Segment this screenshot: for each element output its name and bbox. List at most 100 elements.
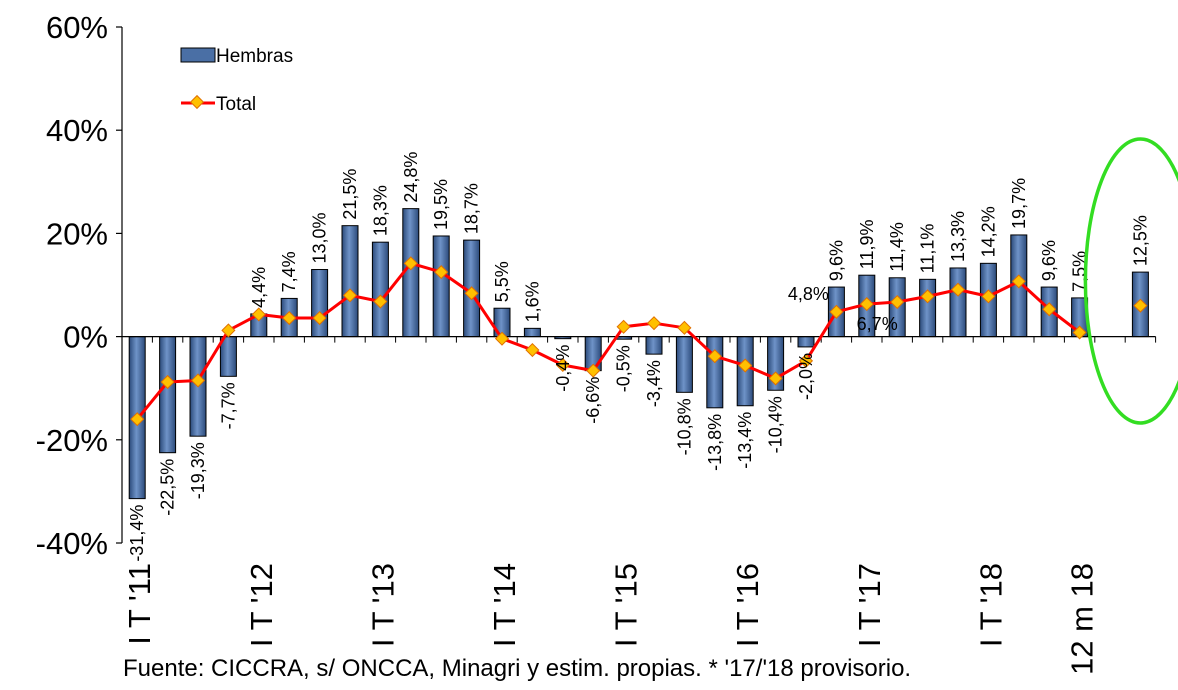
point-total: [312, 310, 327, 326]
y-tick-label: 60%: [46, 10, 108, 45]
x-tick-label: I T '14: [487, 563, 522, 647]
bar-data-label: 18,3%: [370, 185, 390, 236]
legend-label-total: Total: [216, 94, 256, 115]
bar-data-label: 5,5%: [492, 261, 512, 302]
point-total: [586, 363, 601, 378]
bar-data-label: 19,7%: [1009, 178, 1029, 229]
point-total: [798, 353, 814, 368]
x-tick-label: I T '13: [365, 563, 400, 647]
x-tick-label: I T '11: [122, 563, 157, 645]
labels-layer: -31,4% -22,5% -19,3% -7,7% 4,4% 7,4% 13,0% 21,5…: [127, 152, 1150, 562]
point-total: [707, 349, 722, 364]
point-total: [130, 412, 145, 427]
bar-hembras: [219, 336, 237, 377]
y-tick-label: -40%: [36, 526, 108, 561]
point-total: [616, 319, 631, 334]
point-total: [282, 310, 297, 326]
bar-data-label: 4,4%: [249, 267, 269, 308]
bar-data-label: 11,1%: [918, 224, 938, 274]
point-total: [890, 294, 905, 310]
axes-layer: -40% -20% 0% 20% 40% 60% I T '11 I T '12 I T '13…: [36, 10, 1157, 675]
point-total: [464, 286, 479, 301]
x-tick-label: I T '18: [973, 563, 1008, 647]
bar-hembras: [159, 336, 177, 454]
bar-data-label: 13,3%: [948, 211, 968, 262]
point-total: [1011, 274, 1026, 289]
bar-hembras: [645, 336, 663, 355]
bar-data-label: -10,4%: [766, 396, 786, 453]
point-total: [981, 289, 996, 304]
source-footnote: Fuente: CICCRA, s/ ONCCA, Minagri y esti…: [123, 655, 912, 682]
y-tick-label: 40%: [46, 113, 108, 148]
bar-data-label: 18,7%: [462, 183, 482, 234]
bar-hembras: [341, 225, 359, 338]
bar-data-label: 11,4%: [887, 222, 907, 272]
highlight-ellipse: [1083, 137, 1178, 425]
bar-data-label: -7,7%: [218, 382, 238, 429]
bar-hembras: [706, 336, 724, 409]
bar-hembras: [432, 235, 450, 338]
x-tick-label: I T '16: [730, 563, 765, 647]
bar-hembras: [523, 327, 541, 338]
bar-data-label: 7,4%: [279, 251, 299, 292]
line-layer: [130, 256, 1148, 427]
point-total: [829, 304, 844, 319]
bar-data-label: -13,4%: [735, 412, 755, 469]
legend: Hembras Total: [180, 46, 293, 115]
bar-data-label: 11,9%: [857, 219, 877, 269]
x-tick-label: I T '12: [244, 563, 279, 647]
bar-data-label: 24,8%: [401, 152, 421, 203]
point-total: [160, 374, 175, 390]
point-total: [1133, 298, 1148, 313]
point-total: [677, 320, 692, 335]
point-total: [525, 342, 540, 358]
bar-data-label: -2,0%: [796, 353, 816, 400]
line-data-label: 6,7%: [857, 314, 898, 334]
point-total: [950, 282, 966, 297]
bar-data-label: 21,5%: [340, 169, 360, 220]
bar-data-label: -10,8%: [674, 398, 694, 455]
bar-data-label: 19,5%: [431, 179, 451, 230]
point-total: [738, 358, 753, 373]
bar-hembras: [949, 267, 967, 338]
bar-data-label: -0,4%: [553, 345, 573, 392]
point-total: [555, 357, 570, 373]
bar-data-label: 12,5%: [1130, 215, 1150, 266]
point-total: [221, 323, 236, 338]
point-total: [342, 288, 358, 303]
bar-data-label: -31,4%: [127, 505, 147, 562]
point-total: [768, 371, 783, 386]
bar-data-label: -13,8%: [705, 414, 725, 471]
legend-swatch-hembras: [180, 47, 216, 63]
bar-data-label: 13,0%: [310, 212, 330, 263]
bar-data-label: 1,6%: [522, 281, 542, 322]
bar-hembras: [371, 241, 389, 338]
legend-label-hembras: Hembras: [216, 46, 293, 67]
legend-marker-total: [189, 94, 205, 110]
bar-data-label: 9,6%: [826, 240, 846, 281]
point-total: [434, 265, 449, 280]
annotation-layer: [1083, 137, 1178, 425]
point-total: [403, 256, 418, 271]
bar-data-label: -19,3%: [188, 442, 208, 499]
point-total: [373, 294, 388, 309]
y-tick-label: -20%: [36, 423, 108, 458]
y-tick-label: 20%: [46, 216, 108, 251]
point-total: [1072, 325, 1087, 340]
x-tick-label: 12 m 18: [1065, 563, 1100, 675]
bar-data-label: 9,6%: [1039, 240, 1059, 281]
point-total: [646, 316, 662, 331]
point-total: [251, 307, 266, 322]
bar-data-label: -6,6%: [583, 377, 603, 424]
x-tick-label: I T '15: [609, 563, 644, 647]
point-total: [494, 331, 510, 346]
bar-data-label: -22,5%: [158, 459, 178, 516]
point-total: [190, 373, 206, 388]
line-data-label: 4,8%: [788, 284, 829, 304]
bar-data-label: -3,4%: [644, 360, 664, 407]
y-tick-label: 0%: [63, 320, 108, 355]
bar-hembras: [675, 336, 693, 393]
point-total: [859, 297, 874, 312]
bar-data-label: 14,2%: [978, 206, 998, 257]
